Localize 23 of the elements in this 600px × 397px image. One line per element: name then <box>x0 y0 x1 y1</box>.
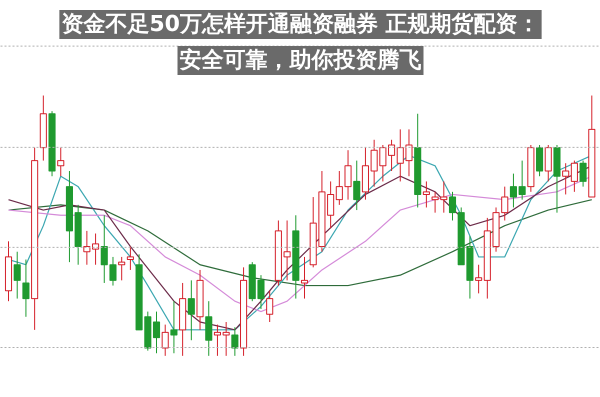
candlestick <box>422 180 430 208</box>
candlestick <box>14 251 21 300</box>
candlestick <box>536 144 544 177</box>
candlestick <box>231 326 238 356</box>
candlestick <box>162 324 169 356</box>
candlestick <box>353 160 360 211</box>
candlestick <box>544 144 552 182</box>
candlestick <box>205 300 212 356</box>
candlestick <box>118 256 126 281</box>
candlestick <box>501 186 508 221</box>
candlestick <box>300 256 308 300</box>
candlestick <box>266 290 274 323</box>
candlestick <box>562 162 570 195</box>
candlestick <box>57 147 64 177</box>
candlestick <box>170 300 178 354</box>
candlestick <box>570 160 578 192</box>
candlestick <box>580 160 587 188</box>
candlestick <box>126 246 134 270</box>
candlestick <box>22 259 30 318</box>
candlestick <box>188 280 195 341</box>
candlestick <box>475 264 482 294</box>
chart-title: 资金不足50万怎样开通融资融券 正规期货配资： <box>61 12 540 37</box>
chart-subtitle: 安全可靠，助你投资腾飞 <box>180 47 422 73</box>
